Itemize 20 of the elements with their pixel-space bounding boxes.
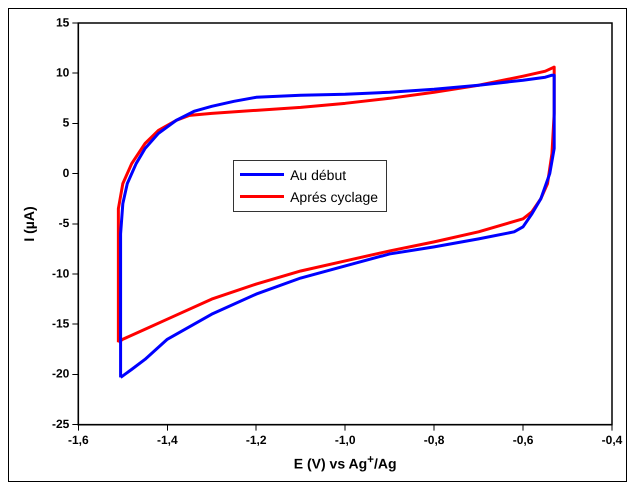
y-tick-label: 5 [62,116,70,130]
y-tick-label: 10 [56,66,70,80]
y-tick-label: -20 [52,366,70,381]
legend-label: Au début [290,166,346,185]
x-axis-title: E (V) vs Ag$^{+}$/Ag [292,453,398,472]
x-tick-label: -0,8 [424,433,445,448]
y-tick-label: -25 [52,416,70,431]
x-tick-label: -0,6 [512,433,534,448]
y-axis-title: I (µA) [21,206,37,242]
x-tick-label: -1,0 [334,433,356,448]
legend-label: Aprés cyclage [290,188,378,207]
x-tick-label: -1,2 [246,433,267,448]
y-tick-label: 15 [56,15,70,30]
y-tick-label: -5 [58,216,70,230]
x-tick-label: -1,4 [156,433,178,448]
y-tick-label: -15 [52,316,70,331]
x-tick-label: -0,4 [602,433,623,448]
y-tick-label: 0 [62,166,70,180]
y-tick-label: -10 [52,266,70,280]
x-tick-label: -1,6 [68,433,90,448]
